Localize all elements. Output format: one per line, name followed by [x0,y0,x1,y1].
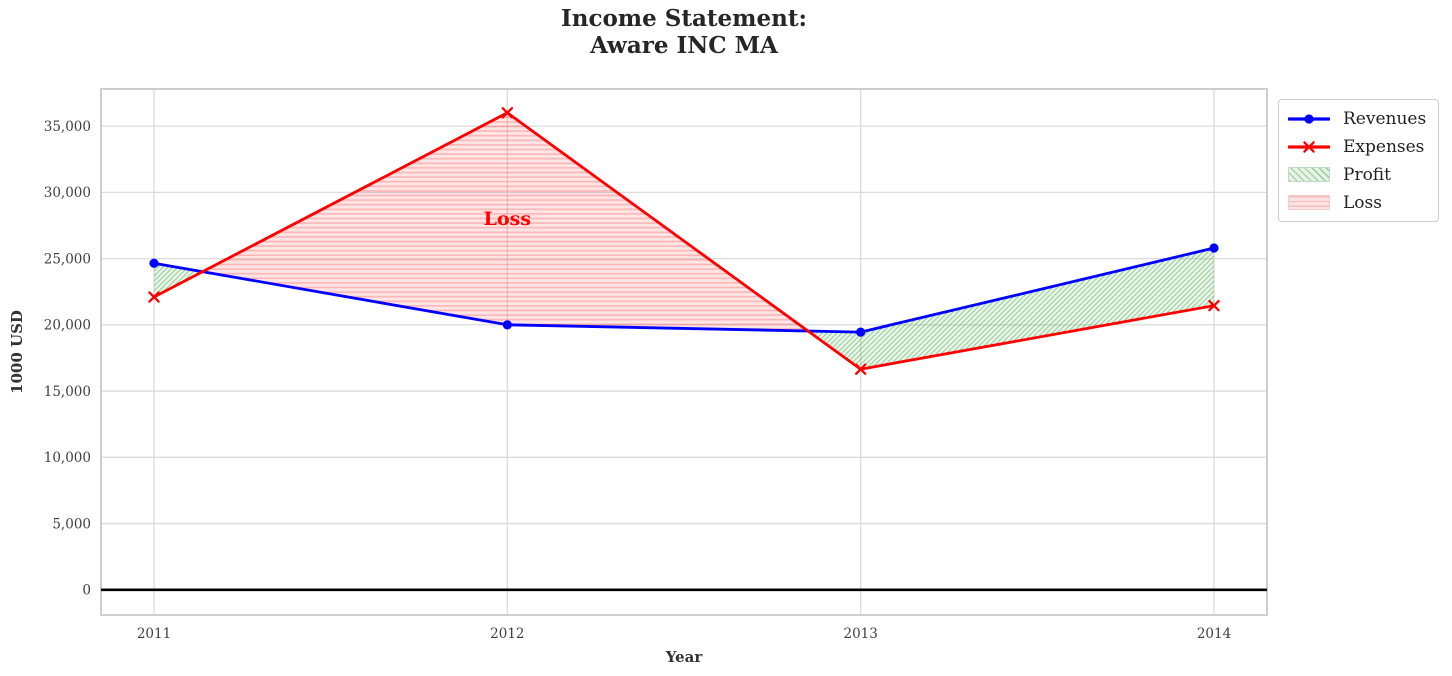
loss-patch-swatch [1288,195,1330,210]
expenses-line [152,111,1216,371]
legend: Revenues Expenses Profit Loss [1278,99,1440,222]
legend-label: Loss [1343,192,1382,213]
chart-title-line2: Aware INC MA [590,32,778,59]
data-point-marker [1209,243,1219,253]
y-tick-label: 25,000 [44,251,91,267]
data-point-marker [1208,299,1220,312]
y-tick-label: 5,000 [52,516,91,532]
data-point-marker [502,320,512,330]
x-axis-label: Year [665,648,703,666]
profit-fill-region [808,248,1214,370]
data-point-marker [148,291,160,303]
legend-label: Profit [1343,164,1391,185]
chart-title-line1: Income Statement: [560,5,807,32]
y-tick-label: 35,000 [44,119,91,135]
y-tick-label: 20,000 [44,318,91,334]
x-tick-label: 2011 [137,626,171,642]
line-x-marker-swatch [1288,138,1330,156]
y-tick-label: 30,000 [44,185,91,201]
y-tick-label: 10,000 [44,450,91,466]
gridlines [101,89,1267,615]
loss-annotation: Loss [484,208,531,230]
legend-label: Revenues [1343,108,1427,129]
fill-regions [154,112,1214,370]
chart-title: Income Statement: Aware INC MA [101,5,1267,59]
legend-item-profit: Profit [1288,163,1426,186]
x-tick-label: 2013 [843,626,877,642]
line-circle-marker-swatch [1288,110,1330,128]
tick-labels: 0 5,000 10,000 15,000 20,000 25,000 30,000 35,0… [44,119,1231,642]
x-tick-label: 2014 [1197,626,1231,642]
data-point-marker [854,363,867,375]
legend-item-expenses: Expenses [1288,135,1426,158]
legend-item-revenues: Revenues [1288,107,1426,130]
revenues-markers [149,243,1219,337]
legend-label: Expenses [1343,136,1425,157]
profit-fill-region [154,263,203,297]
loss-fill-region [202,112,809,331]
profit-patch-swatch [1288,167,1330,182]
data-point-marker [149,258,159,268]
x-tick-label: 2012 [490,626,524,642]
expenses-markers [148,107,1220,375]
data-point-marker [501,107,514,119]
legend-item-loss: Loss [1288,191,1426,214]
y-tick-label: 0 [82,583,91,599]
data-point-marker [856,327,866,337]
y-tick-label: 15,000 [44,384,91,400]
y-axis-label: 1000 USD [8,310,26,394]
plot-border [100,88,1268,616]
revenues-line [152,246,1216,334]
